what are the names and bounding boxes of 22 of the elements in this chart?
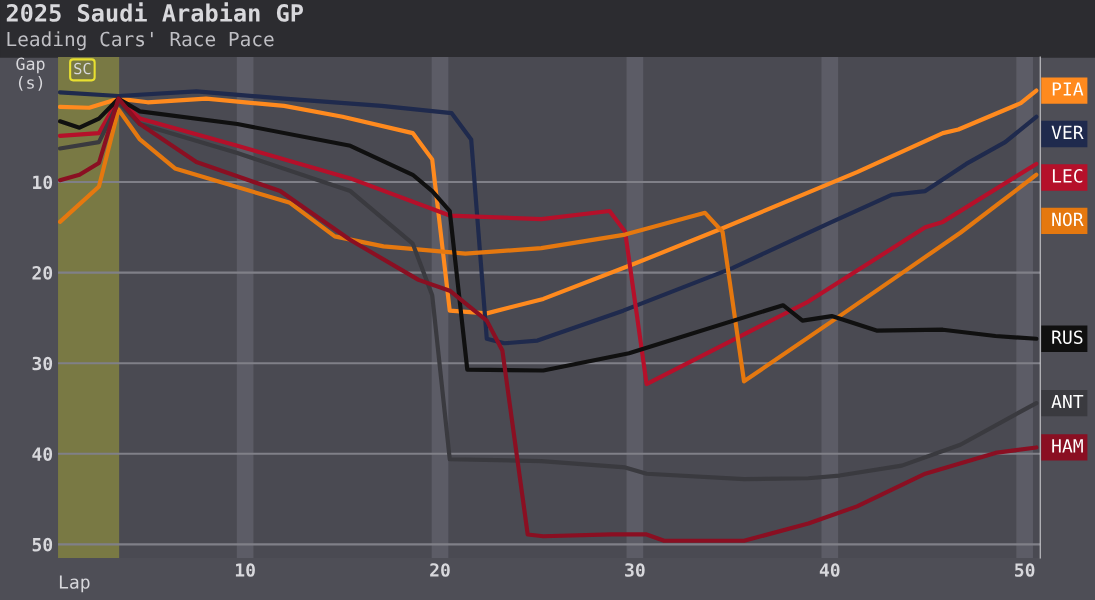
x-tick-label: 20 (430, 563, 450, 577)
y-tick-label: 50 (32, 537, 53, 552)
y-tick-label: 40 (32, 447, 53, 461)
text: NOR (1052, 212, 1084, 227)
x-tick-label: 30 (625, 563, 645, 577)
series-label: HAM (1052, 439, 1083, 453)
y-tick-label: 10 (33, 175, 53, 190)
chart-subtitle: Leading Cars' Race Pace (7, 31, 274, 51)
series-label: PIA (1052, 82, 1084, 96)
x-tick-label: 50 (1015, 563, 1035, 577)
series-label: VER (1051, 125, 1084, 140)
chart-title: 2025 Saudi Arabian GP (6, 2, 303, 22)
series-label: ANT (1051, 394, 1084, 409)
band-label: SC (74, 62, 91, 75)
y-axis-title: Gap (s) (16, 57, 45, 91)
y-tick-label: 30 (32, 356, 53, 371)
series-label: RUS (1052, 330, 1083, 345)
x-axis-title: Lap (59, 575, 90, 593)
x-tick-label: 10 (235, 563, 255, 577)
x-tick-label: 40 (819, 563, 840, 577)
series-label: LEC (1052, 169, 1083, 183)
y-tick-label: 20 (32, 266, 53, 280)
